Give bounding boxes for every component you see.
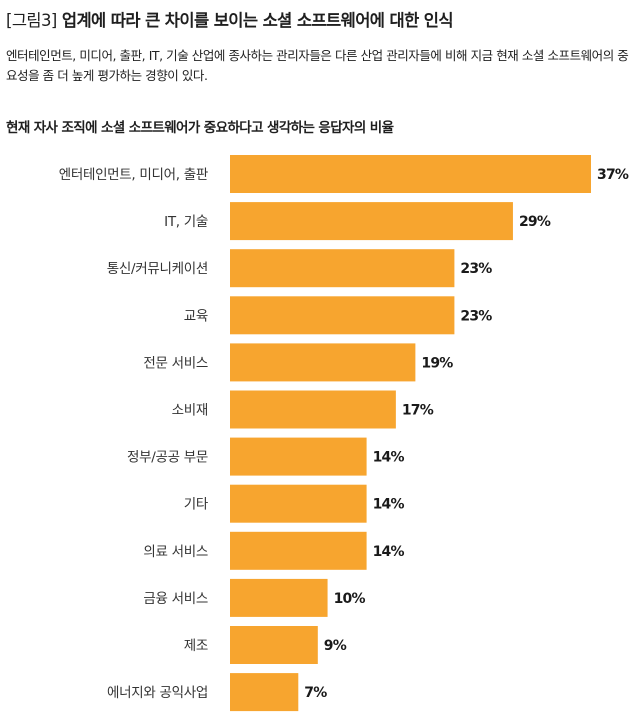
category-label: 제조 xyxy=(184,638,208,654)
figure-subtitle: 엔터테인먼트, 미디어, 출판, IT, 기술 산업에 종사하는 관리자들은 다… xyxy=(6,48,629,83)
category-label: 소비재 xyxy=(172,403,208,419)
bar xyxy=(230,626,318,664)
value-label: 37% xyxy=(597,167,629,183)
bar xyxy=(230,155,591,193)
value-label: 9% xyxy=(324,638,347,654)
figure-number-label: [그림3] xyxy=(6,11,57,30)
value-label: 14% xyxy=(373,497,405,513)
category-label: 정부/공공 부문 xyxy=(127,450,208,466)
value-label: 23% xyxy=(460,261,492,277)
value-label: 14% xyxy=(373,544,405,560)
category-label: 교육 xyxy=(184,308,208,324)
bar xyxy=(230,531,367,570)
value-label: 7% xyxy=(304,685,327,701)
bar xyxy=(230,202,513,241)
value-label: 10% xyxy=(334,591,366,607)
bar xyxy=(230,484,367,523)
bar xyxy=(230,673,299,712)
category-label: 엔터테인먼트, 미디어, 출판 xyxy=(59,167,208,183)
bar xyxy=(230,249,455,288)
value-label: 17% xyxy=(402,403,434,419)
category-label: 의료 서비스 xyxy=(143,544,208,560)
bar xyxy=(230,437,367,476)
bar-rows: 엔터테인먼트, 미디어, 출판 37% IT, 기술 29% 통신/커뮤니케이션 23% 교… xyxy=(59,155,630,712)
value-label: 23% xyxy=(460,308,492,324)
category-label: 전문 서비스 xyxy=(143,355,208,371)
value-label: 14% xyxy=(373,450,405,466)
category-label: 금융 서비스 xyxy=(143,591,208,607)
bar xyxy=(230,296,455,335)
chart-title: 현재 자사 조직에 소셜 소프트웨어가 중요하다고 생각하는 응답자의 비율 xyxy=(6,120,394,136)
bar-chart: 엔터테인먼트, 미디어, 출판 37% IT, 기술 29% 통신/커뮤니케이션 23% 교… xyxy=(59,155,630,712)
value-label: 29% xyxy=(519,214,551,230)
category-label: IT, 기술 xyxy=(164,214,208,230)
bar xyxy=(230,578,328,617)
value-label: 19% xyxy=(421,355,453,371)
bar xyxy=(230,343,416,382)
chart-figure-title: [그림3] 업계에 따라 큰 차이를 보이는 소셜 소프트웨어에 대한 인식 xyxy=(6,7,454,31)
figure-title-text: 업계에 따라 큰 차이를 보이는 소셜 소프트웨어에 대한 인식 xyxy=(61,11,454,30)
category-label: 통신/커뮤니케이션 xyxy=(107,261,208,277)
category-label: 에너지와 공익사업 xyxy=(107,685,208,701)
category-label: 기타 xyxy=(184,497,209,513)
bar xyxy=(230,390,396,429)
